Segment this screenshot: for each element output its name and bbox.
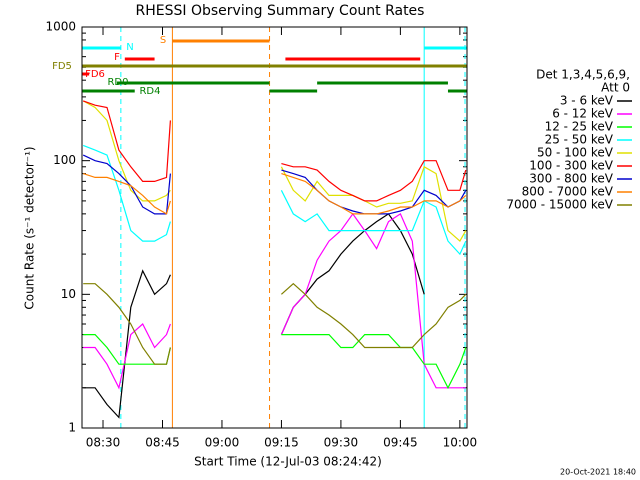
chart-title: RHESSI Observing Summary Count Rates [136, 3, 425, 19]
flag-label: F [114, 52, 120, 63]
series-line [82, 144, 467, 256]
x-tick-label: 08:30 [86, 436, 121, 450]
series-line [83, 173, 467, 215]
series-line [83, 282, 467, 365]
x-tick-label: 08:45 [145, 436, 180, 450]
x-tick-label: 09:30 [324, 436, 359, 450]
x-tick-label: 09:15 [264, 436, 299, 450]
x-tick-label: 10:00 [443, 436, 478, 450]
legend-label: 6 - 12 keV [552, 107, 614, 121]
flag-label: S [160, 35, 166, 46]
flag-label: N [126, 42, 133, 53]
x-axis-label: Start Time (12-Jul-03 08:24:42) [194, 455, 382, 469]
legend-label: 100 - 300 keV [529, 159, 613, 173]
legend-label: 50 - 100 keV [537, 146, 614, 160]
legend-label: 25 - 50 keV [545, 133, 614, 147]
y-tick-label: 100 [53, 153, 76, 167]
y-tick-label: 1000 [45, 20, 76, 34]
y-tick-label: 1 [68, 421, 76, 435]
flag-label: FD5 [52, 61, 72, 72]
legend-label: 3 - 6 keV [560, 94, 614, 108]
legend-header: Att 0 [601, 81, 630, 95]
flag-label: RD4 [139, 86, 160, 97]
footer: 20-Oct-2021 18:40 [560, 468, 636, 477]
legend-label: 12 - 25 keV [545, 120, 614, 134]
legend-label: 800 - 7000 keV [522, 185, 614, 199]
y-axis-label: Count Rate (s⁻¹ detector⁻¹) [23, 146, 37, 309]
flag-label: FD6 [85, 69, 105, 80]
series-line [83, 212, 466, 390]
plot-frame [81, 26, 468, 429]
legend-header: Det 1,3,4,5,6,9, [536, 68, 630, 82]
series-line [82, 100, 467, 202]
legend-label: 7000 - 15000 keV [506, 198, 613, 212]
y-tick-label: 10 [61, 287, 76, 301]
legend-label: 300 - 800 keV [529, 172, 613, 186]
x-tick-label: 09:45 [383, 436, 418, 450]
flag-label: RD0 [107, 77, 128, 88]
x-tick-label: 09:00 [205, 436, 240, 450]
